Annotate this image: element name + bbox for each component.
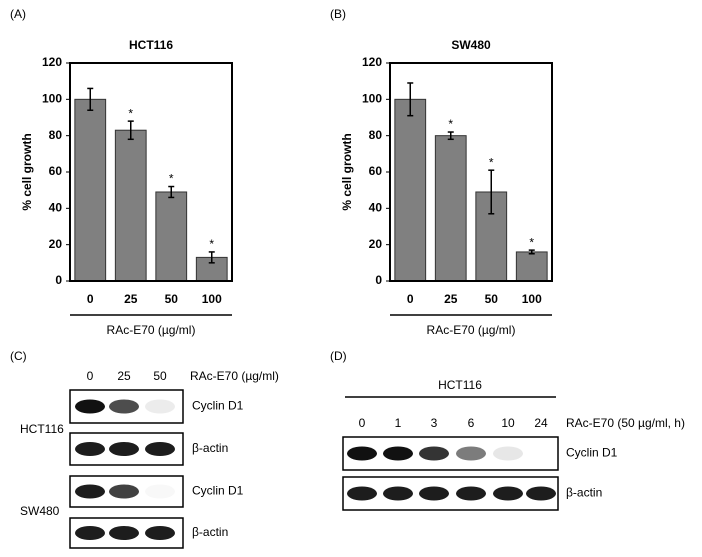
y-tick-label: 100 (42, 92, 62, 106)
plot-frame (389, 62, 553, 282)
x-tick-label: 0 (87, 292, 94, 306)
y-axis-label: % cell growth (340, 133, 354, 210)
y-tick-label: 80 (369, 128, 383, 142)
band (109, 399, 139, 414)
lane-label: 3 (431, 416, 438, 430)
lane-label: 0 (87, 369, 94, 383)
chart-title: SW480 (451, 38, 491, 52)
significance-marker: * (128, 106, 133, 120)
band (456, 446, 486, 461)
treatment-label: RAc-E70 (µg/ml) (190, 369, 279, 383)
band (456, 486, 486, 501)
blot-frame (342, 436, 559, 471)
band (419, 446, 449, 461)
band (75, 442, 105, 456)
significance-marker: * (529, 235, 534, 249)
band (145, 485, 175, 499)
significance-marker: * (209, 237, 214, 251)
lane-label: 6 (468, 416, 475, 430)
row-label: Cyclin D1 (192, 399, 244, 413)
x-tick-label: 100 (522, 292, 542, 306)
y-tick-label: 120 (42, 55, 62, 69)
error-bar (488, 169, 495, 215)
error-bar (528, 249, 535, 255)
y-tick-label: 80 (49, 128, 63, 142)
cell-line: HCT116 (438, 378, 482, 392)
band (383, 446, 413, 461)
band (145, 399, 175, 414)
y-tick-label: 100 (362, 92, 382, 106)
y-tick-label: 40 (49, 201, 63, 215)
band (145, 526, 175, 540)
row-label: Cyclin D1 (566, 446, 618, 460)
band (347, 486, 377, 501)
band (75, 526, 105, 540)
y-tick-label: 40 (369, 201, 383, 215)
error-bar (447, 131, 454, 141)
x-tick-label: 25 (444, 292, 458, 306)
bar (434, 135, 467, 282)
band (109, 484, 139, 499)
y-tick-label: 60 (49, 164, 63, 178)
row-label: β-actin (192, 441, 228, 455)
significance-marker: * (169, 172, 174, 186)
x-tick-label: 50 (485, 292, 499, 306)
cell-line: HCT116 (20, 422, 64, 436)
lane-label: 25 (117, 369, 131, 383)
x-axis-label: RAc-E70 (µg/ml) (427, 323, 516, 337)
band (75, 484, 105, 499)
y-tick-label: 20 (49, 237, 63, 251)
lane-label: 24 (534, 416, 548, 430)
bar (114, 129, 147, 282)
bar (515, 251, 548, 282)
y-tick-label: 60 (369, 164, 383, 178)
error-bar (407, 82, 414, 117)
y-tick-label: 0 (375, 273, 382, 287)
lane-label: 10 (501, 416, 515, 430)
y-tick-label: 0 (55, 273, 62, 287)
significance-marker: * (489, 155, 494, 169)
chart-title: HCT116 (129, 38, 173, 52)
x-tick-label: 25 (124, 292, 138, 306)
band (493, 446, 523, 461)
bar (394, 98, 427, 282)
band (145, 442, 175, 456)
band (383, 486, 413, 501)
bar (155, 191, 188, 282)
lane-label: 0 (359, 416, 366, 430)
x-tick-label: 0 (407, 292, 414, 306)
panel-label: (B) (330, 7, 346, 21)
error-bar (127, 120, 134, 141)
x-tick-label: 50 (165, 292, 179, 306)
panel-label: (D) (330, 349, 347, 363)
cell-line: SW480 (20, 504, 60, 518)
panel-label: (C) (10, 349, 27, 363)
band (347, 446, 377, 461)
row-label: β-actin (566, 486, 602, 500)
band (109, 526, 139, 540)
band (109, 442, 139, 456)
bar (74, 98, 107, 282)
error-bar (208, 251, 215, 264)
error-bar (87, 87, 94, 111)
plot-frame (69, 62, 233, 282)
treatment-label: RAc-E70 (50 µg/ml, h) (566, 416, 685, 430)
y-tick-label: 20 (369, 237, 383, 251)
lane-label: 1 (395, 416, 402, 430)
y-axis-label: % cell growth (20, 133, 34, 210)
panel-label: (A) (10, 7, 26, 21)
x-axis-label: RAc-E70 (µg/ml) (107, 323, 196, 337)
band (75, 399, 105, 414)
significance-marker: * (448, 117, 453, 131)
band (526, 486, 556, 501)
x-tick-label: 100 (202, 292, 222, 306)
y-tick-label: 120 (362, 55, 382, 69)
lane-label: 50 (153, 369, 167, 383)
row-label: Cyclin D1 (192, 484, 244, 498)
band (419, 486, 449, 501)
error-bar (168, 185, 175, 199)
band (493, 486, 523, 501)
row-label: β-actin (192, 525, 228, 539)
